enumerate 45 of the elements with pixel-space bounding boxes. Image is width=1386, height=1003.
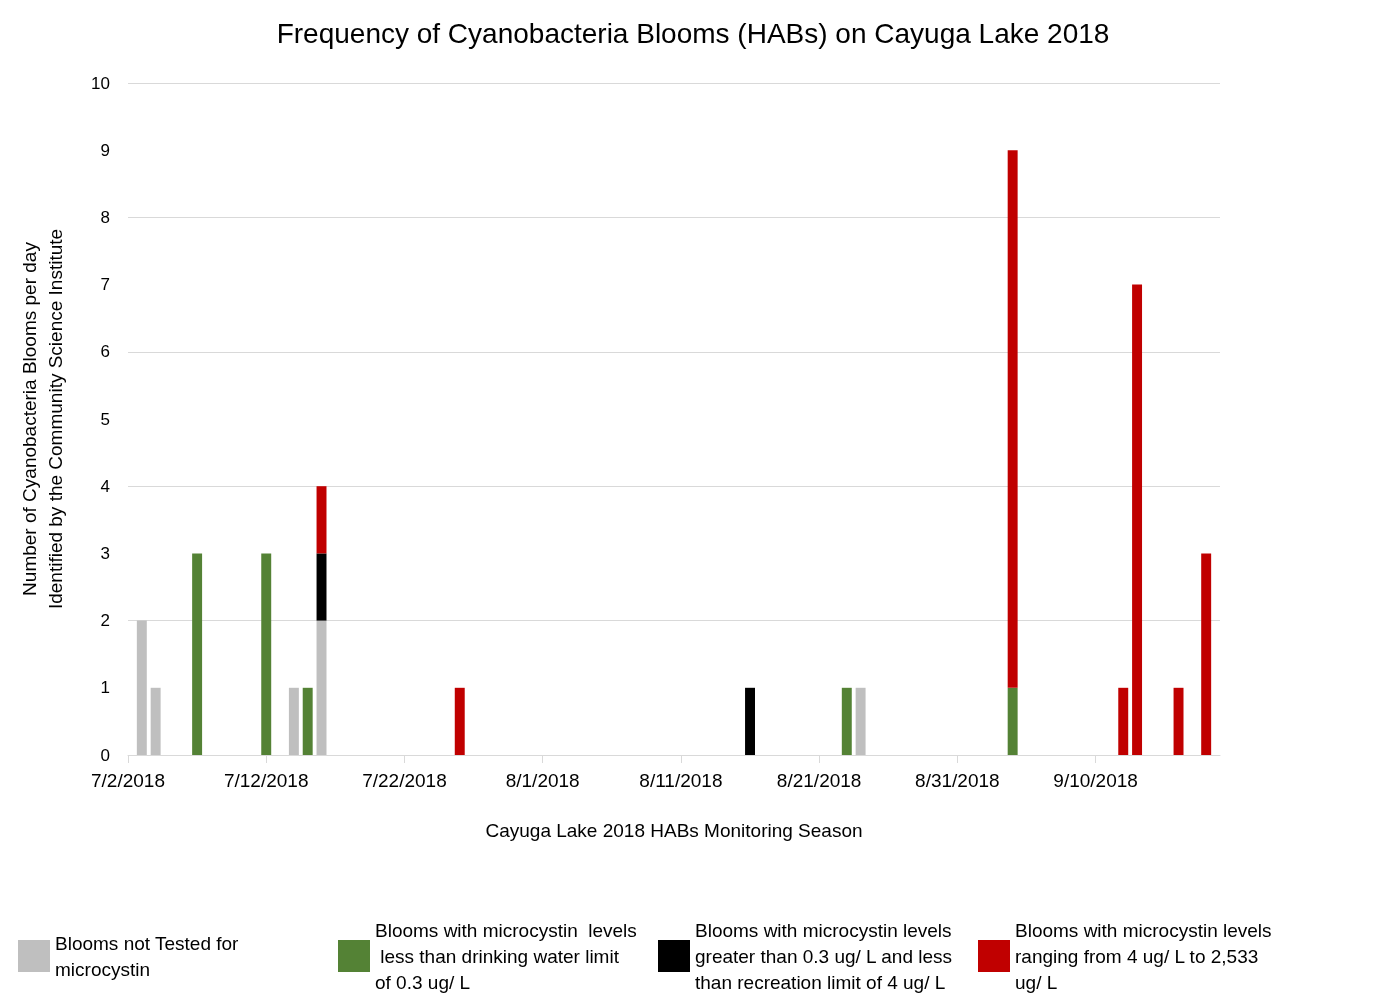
legend-label: Blooms with microcystin levels less than drinking water limit of 0.3 ug/ L <box>375 919 637 993</box>
bar <box>192 553 203 755</box>
bar <box>1132 284 1143 755</box>
chart-title: Frequency of Cyanobacteria Blooms (HABs) on Cayuga Lake 2018 <box>276 17 1110 49</box>
bar <box>150 687 161 755</box>
y-tick-label: 10 <box>91 73 110 93</box>
bar <box>316 620 327 755</box>
y-tick-label: 2 <box>100 611 110 631</box>
bar <box>454 687 465 755</box>
y-tick-label: 9 <box>100 140 110 160</box>
x-tick-label: 8/31/2018 <box>915 770 1000 791</box>
x-tick-label: 8/1/2018 <box>505 770 580 791</box>
bar <box>136 620 147 755</box>
legend-label: Blooms not Tested for microcystin <box>55 932 244 980</box>
bar <box>1201 553 1212 755</box>
x-tick-label: 7/22/2018 <box>362 770 447 791</box>
legend-label: Blooms with microcystin levels greater than 0.3 ug/ L and less than recreation limit of 4 ug/ L <box>695 919 958 993</box>
x-tick-label: 7/12/2018 <box>223 770 309 791</box>
x-axis-title: Cayuga Lake 2018 HABs Monitoring Season <box>485 820 863 841</box>
x-tick-label: 8/21/2018 <box>776 770 862 791</box>
y-axis-title: Number of Cyanobacteria Blooms per day Identified by the Community Science Institute <box>18 228 66 610</box>
bar <box>841 687 852 755</box>
bar <box>745 687 755 755</box>
y-tick-label: 5 <box>100 409 110 429</box>
x-tick-label: 7/2/2018 <box>91 770 165 791</box>
y-tick-label: 8 <box>100 207 110 227</box>
y-tick-label: 0 <box>100 745 110 765</box>
bar <box>261 553 272 755</box>
bar <box>1118 687 1129 755</box>
bar <box>855 687 866 755</box>
y-tick-label: 7 <box>100 275 110 295</box>
y-tick-label: 6 <box>100 342 110 362</box>
legend-label: Blooms with microcystin levels ranging from 4 ug/ L to 2,533 ug/ L <box>1015 919 1277 993</box>
bar <box>302 687 313 755</box>
y-tick-label: 1 <box>100 678 110 698</box>
bar <box>316 486 327 554</box>
bar <box>1173 687 1184 755</box>
bar <box>316 553 327 621</box>
x-tick-label: 9/10/2018 <box>1053 770 1138 791</box>
x-tick-label: 8/11/2018 <box>639 770 723 791</box>
bar <box>1007 687 1018 755</box>
y-tick-label: 3 <box>100 543 110 563</box>
y-tick-label: 4 <box>100 476 110 496</box>
bar <box>288 687 299 755</box>
bar <box>1007 150 1018 688</box>
